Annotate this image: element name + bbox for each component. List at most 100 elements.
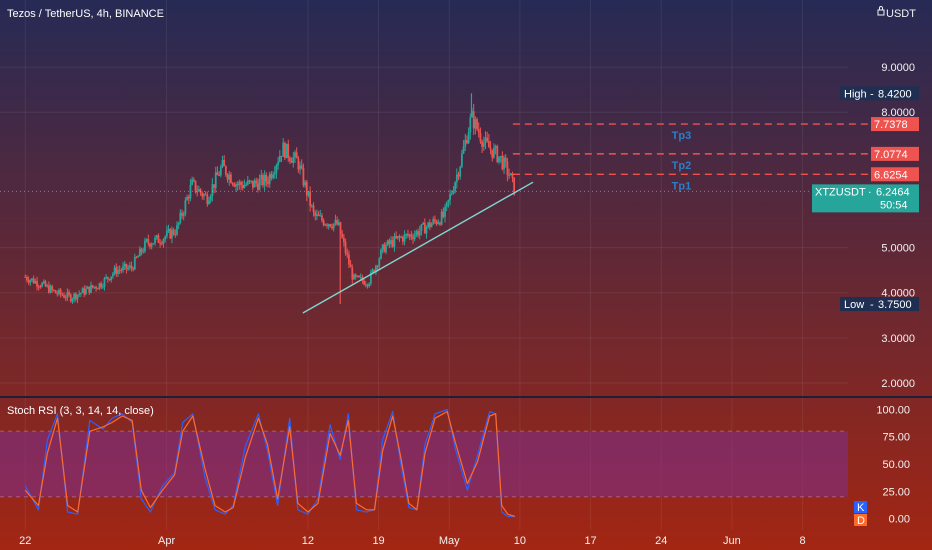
candle-body <box>262 175 264 186</box>
candle-body <box>420 224 423 231</box>
candle-body <box>375 265 377 273</box>
candle-body <box>302 168 305 186</box>
candle-body <box>248 180 251 182</box>
candle-body <box>413 234 416 240</box>
stoch-title: Stoch RSI (3, 3, 14, 14, close) <box>7 405 154 417</box>
candle-body <box>235 184 237 187</box>
candle-body <box>393 236 396 247</box>
candle-body <box>169 229 172 239</box>
candle-body <box>47 285 50 293</box>
stoch-y-tick-label: 0.00 <box>889 514 910 526</box>
target-label-tp2: Tp2 <box>672 160 692 172</box>
overlays: Tp3 Tp2 Tp1 <box>0 123 870 314</box>
candle-body <box>51 286 54 290</box>
candle-body <box>337 222 340 225</box>
candle-body <box>214 172 217 188</box>
candle-body <box>63 295 65 298</box>
last-price-separator: · <box>868 186 872 198</box>
candle-body <box>442 211 445 217</box>
candle-body <box>491 149 494 158</box>
candle-body <box>412 237 414 240</box>
candle-body <box>472 111 475 129</box>
candle-body <box>58 289 60 295</box>
candle-body <box>211 184 214 197</box>
legend-swatch-d <box>854 514 867 526</box>
candle-body <box>226 174 229 180</box>
candle-body <box>203 194 205 197</box>
candle-body <box>364 284 367 286</box>
candle-body <box>260 175 263 180</box>
candle-body <box>201 192 204 197</box>
candle-body <box>285 143 288 159</box>
candle-body <box>184 200 187 214</box>
high-value: 8.4200 <box>878 88 912 100</box>
candle-body <box>329 224 332 227</box>
candle-body <box>324 224 327 226</box>
candle-body <box>366 284 369 287</box>
candle-body <box>499 155 502 157</box>
bar-countdown: 50:54 <box>880 199 908 211</box>
candle-body <box>64 297 67 299</box>
axes: 22 Apr 12 19 May 10 17 24 Jun 8 9.0000 8.0000 5.0000… <box>19 62 915 547</box>
candle-body <box>197 189 200 192</box>
candle-body <box>447 199 450 203</box>
last-price-tag <box>812 184 919 213</box>
candle-body <box>469 117 472 133</box>
candle-body <box>112 273 114 277</box>
candle-body <box>110 276 113 281</box>
candle-body <box>113 267 116 274</box>
candle-body <box>74 293 77 300</box>
candle-body <box>79 292 82 294</box>
candle-body <box>204 194 207 196</box>
low-separator: - <box>870 299 874 311</box>
x-tick-label: 24 <box>655 535 667 547</box>
candle-body <box>176 225 178 235</box>
candle-body <box>391 240 394 247</box>
candle-body <box>76 294 79 300</box>
candle-body <box>489 147 492 150</box>
candle-body <box>189 184 192 199</box>
legend-label-k: K <box>857 502 865 514</box>
candle-body <box>410 234 413 238</box>
candle-body <box>321 215 323 221</box>
candle-body <box>294 152 296 157</box>
candle-body <box>132 268 135 270</box>
candle-body <box>452 191 455 194</box>
candle-body <box>238 181 241 186</box>
candle-body <box>440 211 443 225</box>
candle-body <box>68 292 70 295</box>
lock-icon[interactable] <box>877 6 885 16</box>
candle-body <box>435 221 438 224</box>
candle-body <box>240 181 242 185</box>
candle-body <box>299 165 301 170</box>
candle-body <box>427 222 430 227</box>
candle-body <box>388 240 391 245</box>
candle-body <box>434 219 436 222</box>
candle-body <box>449 194 451 200</box>
candle-body <box>289 157 291 161</box>
candle-body <box>315 214 318 216</box>
candle-body <box>108 278 111 281</box>
candle-body <box>122 266 124 271</box>
candle-body <box>236 184 239 186</box>
candle-body <box>378 258 381 267</box>
candle-body <box>423 222 426 234</box>
candle-body <box>444 206 446 217</box>
stoch-y-tick-label: 50.00 <box>882 459 910 471</box>
candle-body <box>49 286 52 293</box>
target-price-value: 7.7378 <box>874 119 908 131</box>
candle-body <box>88 286 91 293</box>
high-label: High <box>844 88 867 100</box>
candle-body <box>373 269 376 273</box>
candle-body <box>314 211 317 216</box>
x-tick-label: Jun <box>723 535 741 547</box>
candle-body <box>85 288 87 295</box>
candle-body <box>287 143 290 158</box>
candle-body <box>160 243 163 245</box>
candle-body <box>390 240 392 245</box>
candle-body <box>32 278 35 284</box>
candle-body <box>127 267 129 270</box>
